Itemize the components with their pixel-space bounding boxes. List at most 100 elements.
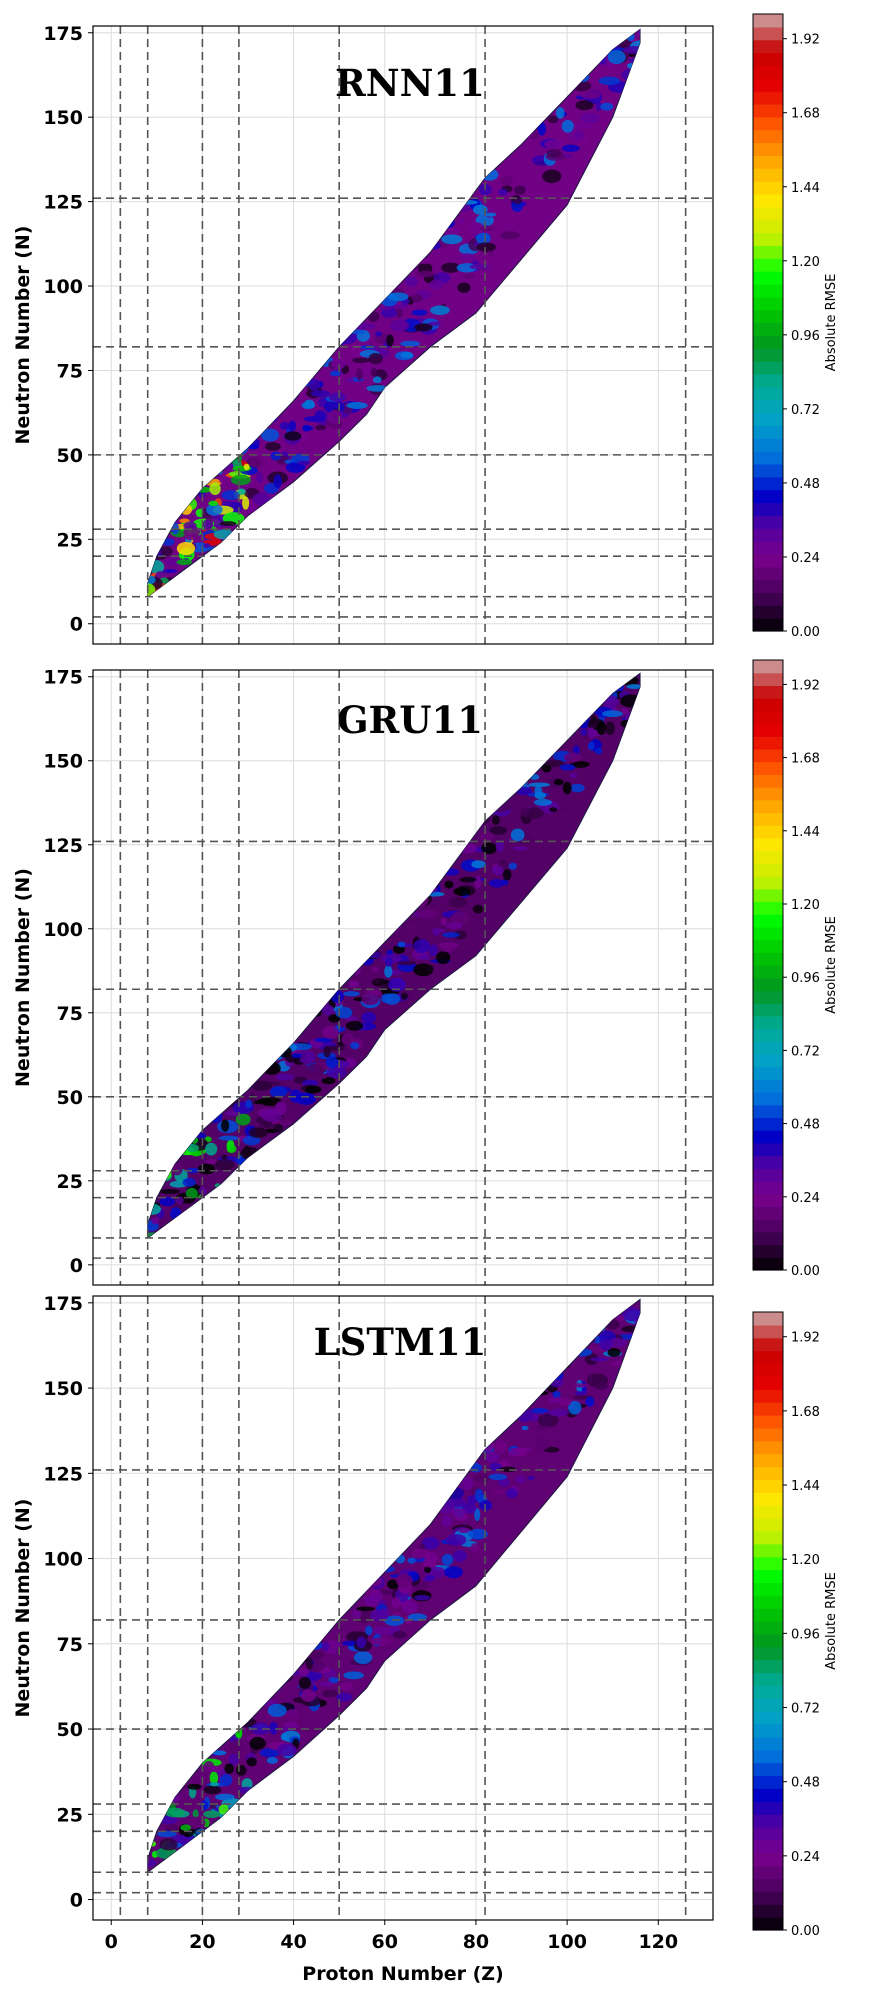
y-tick-label: 50 (57, 445, 83, 467)
rmse-blob (346, 401, 368, 409)
rmse-blob (382, 1003, 392, 1010)
colorbar-segment (753, 1724, 783, 1738)
colorbar-segment (753, 566, 783, 581)
colorbar-segment (753, 26, 783, 41)
rmse-blob (553, 718, 574, 724)
rmse-blob (176, 559, 193, 566)
rmse-blob (308, 378, 321, 391)
rmse-blob (273, 1123, 284, 1133)
rmse-blob (379, 984, 388, 990)
colorbar-segment (753, 1530, 783, 1545)
rmse-blob (529, 774, 540, 780)
rmse-blob (411, 1551, 426, 1560)
colorbar-segment (753, 1608, 783, 1622)
rmse-blob (505, 1488, 518, 1499)
rmse-blob (440, 217, 455, 229)
colorbar-segment (753, 1646, 783, 1661)
rmse-blob (500, 231, 520, 240)
rmse-blob (540, 1358, 560, 1367)
colorbar-segment (753, 258, 783, 272)
colorbar: 0.00 0.24 0.48 0.72 0.96 1.20 1.44 1.68 1.92 Abso… (752, 659, 839, 1279)
rmse-blob (322, 1025, 339, 1040)
colorbar-segment (753, 155, 783, 169)
rmse-blob (366, 385, 388, 392)
colorbar-segment (753, 271, 783, 285)
rmse-blob (285, 1708, 299, 1721)
y-tick-label: 175 (43, 1293, 83, 1315)
colorbar-segment (753, 283, 783, 298)
rmse-blob (446, 1499, 454, 1508)
colorbar-segment (753, 1389, 783, 1403)
rmse-blob (559, 763, 576, 771)
rmse-blob (370, 1637, 392, 1646)
rmse-blob (423, 1561, 437, 1568)
rmse-blob (458, 217, 466, 225)
rmse-blob (267, 1703, 287, 1718)
rmse-blob (341, 1033, 355, 1046)
colorbar-segment (753, 39, 783, 54)
y-tick-label: 125 (43, 1463, 83, 1485)
rmse-blob (602, 16, 620, 22)
rmse-blob (387, 1579, 400, 1590)
rmse-blob (385, 956, 393, 967)
rmse-blob (423, 1576, 435, 1582)
rmse-blob (226, 1144, 237, 1154)
rmse-blob (246, 1757, 257, 1767)
rmse-blob (489, 826, 507, 835)
rmse-blob (577, 1324, 584, 1332)
rmse-blob (500, 176, 514, 186)
rmse-blob (346, 1021, 364, 1031)
colorbar-segment (753, 990, 783, 1004)
rmse-blob (343, 1671, 364, 1680)
colorbar-segment (753, 1621, 783, 1635)
rmse-blob (205, 1158, 218, 1165)
colorbar-segment (753, 91, 783, 105)
y-tick-label: 150 (43, 751, 83, 773)
colorbar-segment (753, 1852, 783, 1867)
colorbar-segment (753, 1402, 783, 1416)
rmse-blob (230, 474, 251, 486)
rmse-blob (407, 1613, 428, 1621)
rmse-blob (611, 38, 619, 44)
rmse-blob (504, 780, 517, 790)
rmse-blob (449, 1497, 466, 1508)
rmse-blob (442, 932, 460, 938)
rmse-blob (388, 977, 406, 992)
rmse-blob (489, 1462, 502, 1471)
rmse-blob (537, 1413, 559, 1428)
rmse-blob (614, 1265, 630, 1276)
rmse-blob (605, 1318, 620, 1330)
rmse-blob (414, 323, 433, 332)
colorbar-segment (753, 181, 783, 195)
rmse-blob (577, 699, 588, 711)
y-tick-label: 0 (70, 1255, 83, 1277)
rmse-blob (159, 1838, 178, 1851)
colorbar-tick-label: 1.20 (791, 1553, 820, 1568)
rmse-blob (520, 806, 530, 818)
colorbar-segment (753, 232, 783, 246)
panel-title: RNN11 (335, 61, 485, 105)
colorbar-segment (753, 1839, 783, 1854)
rmse-blob (214, 1793, 235, 1801)
colorbar-segment (753, 1041, 783, 1055)
rmse-blob (160, 546, 173, 557)
rmse-blob (378, 936, 385, 946)
rmse-blob (611, 1360, 627, 1366)
colorbar-tick-label: 0.72 (791, 1702, 820, 1717)
rmse-blob (621, 1325, 641, 1333)
rmse-blob (450, 1508, 467, 1517)
rmse-blob (435, 951, 451, 965)
colorbar-segment (753, 850, 783, 864)
colorbar-segment (753, 1231, 783, 1246)
colorbar-segment (753, 476, 783, 491)
rmse-blob (513, 846, 528, 851)
rmse-blob (607, 50, 626, 65)
rmse-blob (441, 262, 461, 273)
rmse-blob (548, 1370, 564, 1381)
rmse-blob (516, 786, 532, 796)
rmse-blob (482, 814, 490, 824)
rmse-blob (459, 876, 477, 883)
colorbar-segment (753, 888, 783, 903)
rmse-blob (371, 966, 380, 973)
rmse-blob (297, 1050, 316, 1064)
